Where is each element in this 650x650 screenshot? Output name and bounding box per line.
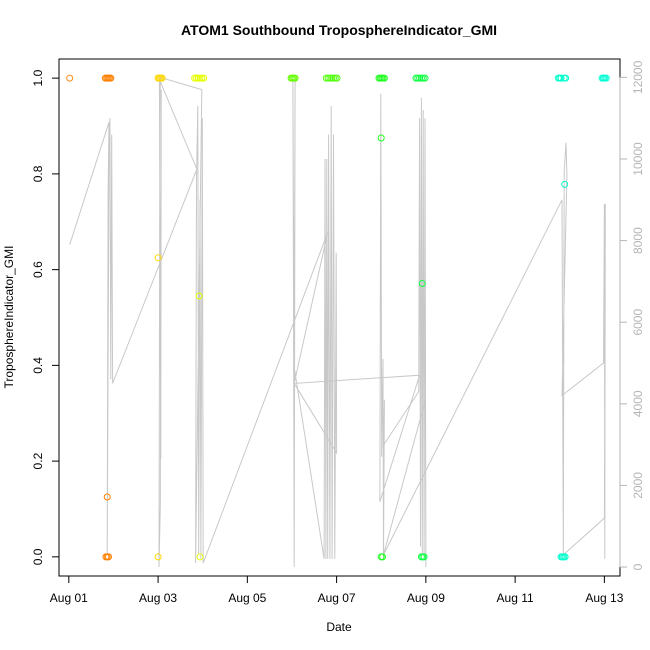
data-point — [195, 292, 203, 300]
data-point — [562, 74, 570, 82]
right-y-tick-label: 2000 — [631, 472, 645, 499]
data-point — [418, 280, 426, 287]
y-axis: 0.0 0.2 0.4 0.6 0.8 1.0 — [31, 69, 60, 565]
x-axis: Aug 01 Aug 03 Aug 05 Aug 07 Aug 09 Aug 11 Aug … — [50, 575, 624, 605]
x-tick-label: Aug 03 — [139, 591, 177, 605]
y-tick-label: 0.0 — [31, 548, 45, 565]
right-y-axis: 0 2000 4000 6000 8000 10000 12000 — [619, 60, 645, 570]
x-tick-label: Aug 01 — [50, 591, 88, 605]
x-tick-label: Aug 09 — [407, 591, 445, 605]
x-tick-label: Aug 07 — [318, 591, 356, 605]
y-axis-label: TroposphereIndicator_GMI — [2, 246, 16, 389]
data-point — [291, 74, 299, 82]
y-tick-label: 0.2 — [31, 452, 45, 469]
y-tick-label: 0.6 — [31, 261, 45, 278]
data-point — [379, 553, 387, 561]
x-tick-label: Aug 05 — [228, 591, 266, 605]
data-point — [105, 553, 112, 561]
x-axis-label: Date — [326, 620, 352, 634]
data-point — [107, 74, 115, 82]
data-point — [557, 74, 565, 82]
right-y-tick-label: 10000 — [631, 142, 645, 176]
right-y-tick-label: 8000 — [631, 227, 645, 254]
x-tick-label: Aug 11 — [497, 591, 534, 605]
data-point — [154, 254, 162, 262]
right-y-tick-label: 0 — [631, 563, 645, 570]
measurement-line — [69, 76, 606, 568]
data-point — [333, 74, 341, 82]
y-tick-label: 0.4 — [31, 357, 45, 374]
data-point — [602, 74, 610, 82]
data-point — [66, 74, 74, 82]
data-point — [103, 493, 111, 501]
point-layer — [66, 74, 610, 561]
data-point — [196, 553, 204, 561]
data-point — [561, 180, 569, 188]
plot-frame — [58, 58, 621, 577]
y-tick-label: 1.0 — [31, 69, 45, 86]
data-point — [561, 553, 569, 561]
data-point — [377, 134, 385, 142]
right-y-tick-label: 4000 — [631, 390, 645, 417]
right-y-tick-label: 6000 — [631, 309, 645, 336]
y-tick-label: 0.8 — [31, 165, 45, 182]
right-y-tick-label: 12000 — [631, 60, 645, 94]
data-point — [380, 74, 388, 82]
data-point — [420, 553, 428, 561]
data-point — [421, 74, 429, 82]
data-point — [154, 553, 162, 561]
measurement-line-layer — [69, 76, 606, 568]
data-point — [158, 74, 166, 82]
chart-title: ATOM1 Southbound TroposphereIndicator_GM… — [181, 22, 497, 38]
x-tick-label: Aug 13 — [585, 591, 623, 605]
data-point — [200, 74, 208, 82]
